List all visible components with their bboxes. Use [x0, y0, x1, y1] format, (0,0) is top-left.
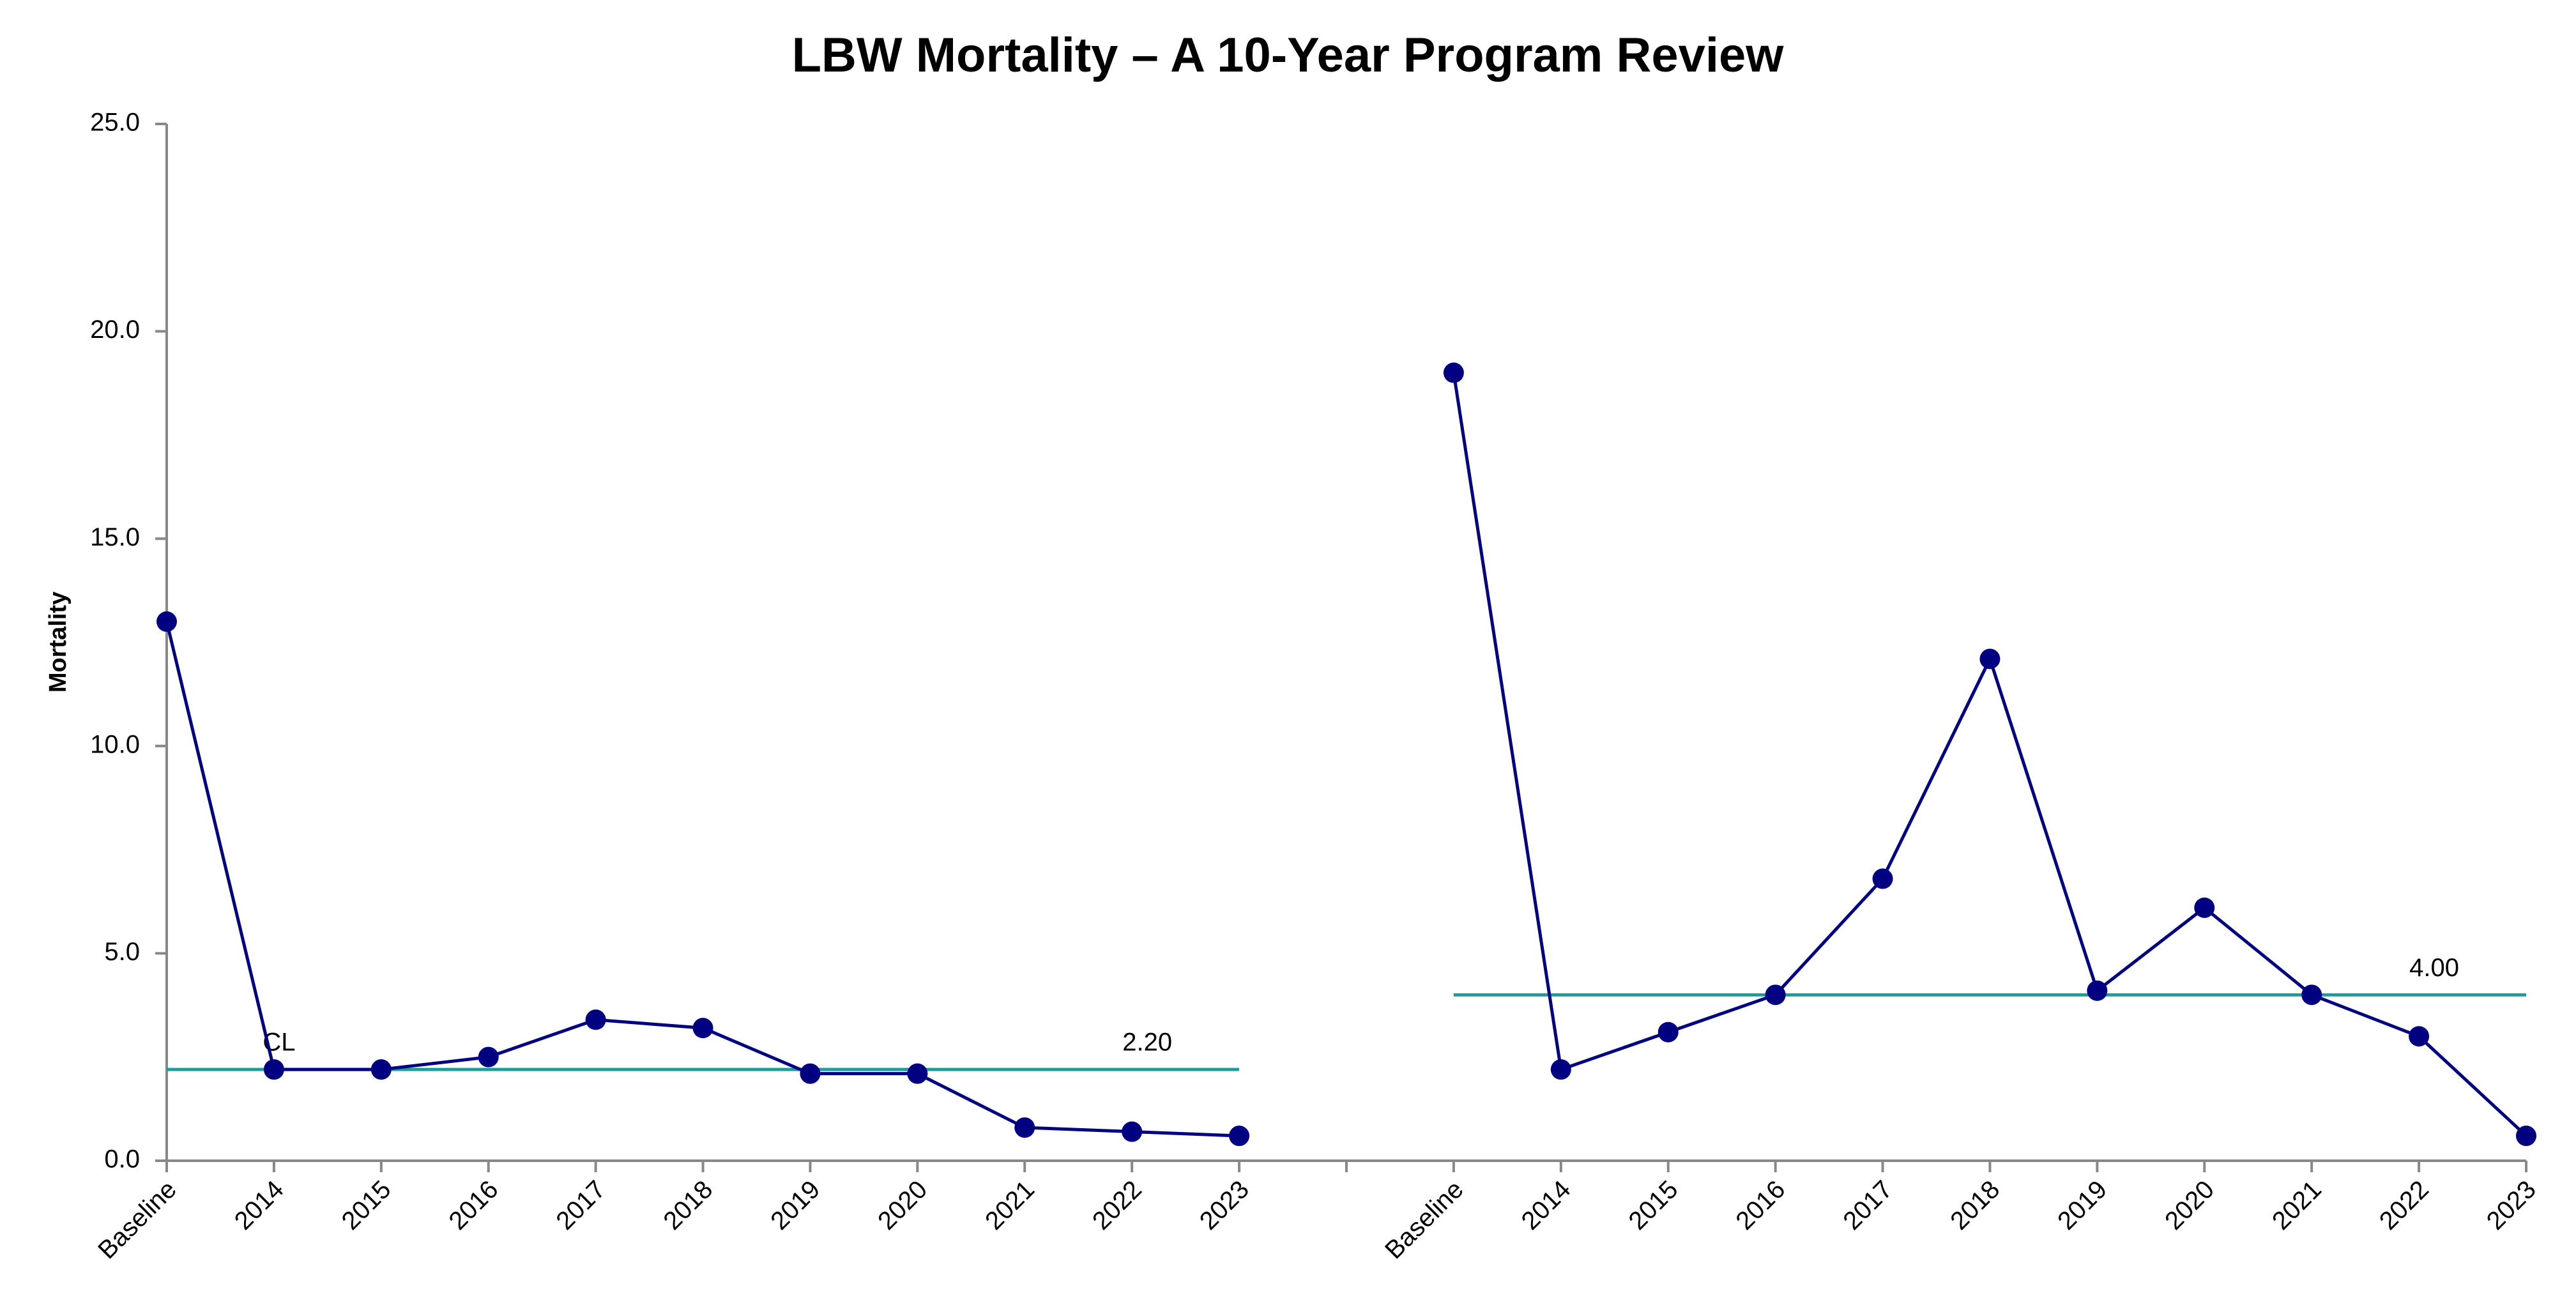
x-tick-label: Baseline: [1380, 1175, 1469, 1265]
x-tick-label: 2018: [658, 1175, 718, 1235]
x-tick-label: 2019: [765, 1175, 825, 1235]
x-tick-label: 2021: [2267, 1175, 2327, 1235]
x-tick-label: 2016: [1730, 1175, 1790, 1235]
y-tick-label: 25.0: [90, 109, 140, 137]
x-tick-label: 2023: [1194, 1175, 1254, 1235]
x-tick-label: Baseline: [93, 1175, 182, 1265]
x-tick-label: 2020: [2160, 1175, 2220, 1235]
x-tick-label: 2020: [873, 1175, 933, 1235]
data-point: [2194, 897, 2215, 918]
x-tick-label: 2022: [2374, 1175, 2434, 1235]
value-label: 4.00: [2409, 954, 2459, 982]
y-tick-label: 15.0: [90, 523, 140, 551]
data-point: [1550, 1059, 1571, 1080]
data-point: [1872, 868, 1893, 889]
data-point: [1122, 1121, 1143, 1142]
x-tick-label: 2015: [337, 1175, 397, 1235]
data-line: [165, 621, 1240, 1138]
x-tick-label: 2014: [229, 1175, 289, 1235]
data-point: [1014, 1117, 1035, 1138]
y-tick-label: 5.0: [104, 938, 140, 966]
x-tick-label: 2023: [2481, 1175, 2542, 1235]
y-tick-label: 0.0: [104, 1145, 140, 1174]
data-point: [800, 1063, 821, 1084]
data-point: [585, 1009, 606, 1030]
data-point: [2087, 980, 2108, 1001]
y-axis-label: Mortality: [45, 592, 72, 692]
data-point: [1979, 648, 2001, 669]
data-point: [2301, 984, 2322, 1006]
data-point: [263, 1059, 284, 1080]
data-point: [2409, 1026, 2430, 1047]
data-line: [1452, 372, 2527, 1137]
x-tick-label: 2016: [444, 1175, 504, 1235]
y-tick-label: 10.0: [90, 730, 140, 758]
x-tick-label: 2017: [551, 1175, 611, 1235]
data-point: [1765, 984, 1786, 1006]
data-point: [692, 1018, 713, 1039]
x-tick-label: 2019: [2052, 1175, 2112, 1235]
data-point: [907, 1063, 928, 1084]
x-tick-label: 2014: [1516, 1175, 1576, 1235]
data-point: [1658, 1021, 1679, 1043]
y-tick-label: 20.0: [90, 316, 140, 344]
x-tick-label: 2017: [1838, 1175, 1898, 1235]
x-tick-label: 2015: [1624, 1175, 1684, 1235]
x-tick-label: 2022: [1087, 1175, 1147, 1235]
x-tick-label: 2021: [980, 1175, 1040, 1235]
data-point: [156, 611, 177, 632]
chart-title: LBW Mortality – A 10-Year Program Review: [792, 28, 1785, 82]
data-point: [478, 1046, 499, 1067]
data-point: [1229, 1126, 1250, 1147]
data-point: [1443, 362, 1464, 383]
data-point: [2516, 1126, 2536, 1147]
x-tick-label: 2018: [1945, 1175, 2005, 1235]
data-point: [370, 1059, 392, 1080]
value-label: 2.20: [1122, 1029, 1172, 1057]
